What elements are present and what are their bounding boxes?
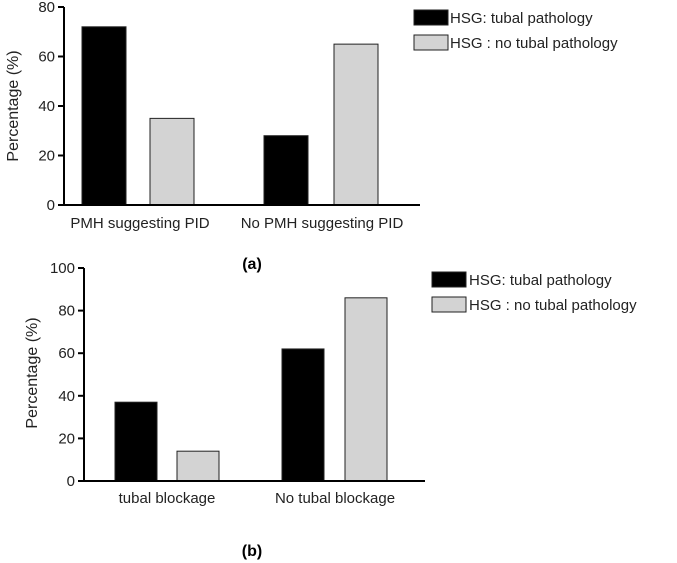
category-label: tubal blockage xyxy=(119,490,216,507)
y-tick-label: 40 xyxy=(38,98,55,115)
y-tick-label: 80 xyxy=(58,303,75,320)
legend-label-series-1: HSG: tubal pathology xyxy=(469,272,612,289)
bars-group xyxy=(81,26,379,206)
bar-series-2-category-1 xyxy=(149,117,195,206)
bar-series-1-category-1 xyxy=(114,401,158,482)
bar-series-2-category-1 xyxy=(176,450,220,482)
y-tick-label: 20 xyxy=(38,148,55,165)
legend-label-series-2: HSG : no tubal pathology xyxy=(469,297,637,314)
y-tick-label: 100 xyxy=(50,260,75,277)
bar-series-1-category-2 xyxy=(281,348,325,482)
bar-series-2-category-2 xyxy=(333,43,379,206)
legend: HSG: tubal pathology HSG : no tubal path… xyxy=(431,271,637,314)
category-label: No tubal blockage xyxy=(275,490,395,507)
legend-swatch-series-2 xyxy=(431,296,467,313)
y-tick-label: 80 xyxy=(38,0,55,16)
legend-swatch-series-2 xyxy=(413,34,449,51)
y-tick-label: 40 xyxy=(58,388,75,405)
bar-series-2-category-2 xyxy=(344,297,388,482)
chart-panel-a: 0 20 40 60 80 Percentage (%) PMH suggesting … xyxy=(5,0,618,273)
panel-label: (b) xyxy=(242,543,262,560)
bar-series-1-category-2 xyxy=(263,135,309,206)
y-axis-ticks: 0 20 40 60 80 100 xyxy=(50,260,84,490)
y-tick-label: 60 xyxy=(38,49,55,66)
y-tick-label: 0 xyxy=(67,473,75,490)
y-axis-ticks: 0 20 40 60 80 xyxy=(38,0,64,214)
legend-label-series-2: HSG : no tubal pathology xyxy=(450,35,618,52)
panel-label: (a) xyxy=(242,256,262,273)
legend-swatch-series-1 xyxy=(413,9,449,26)
chart-panel-b: 0 20 40 60 80 100 Percentage (%) tubal blocka… xyxy=(24,260,637,560)
y-tick-label: 60 xyxy=(58,345,75,362)
category-label: PMH suggesting PID xyxy=(70,215,209,232)
legend: HSG: tubal pathology HSG : no tubal path… xyxy=(413,9,618,52)
y-axis-title: Percentage (%) xyxy=(24,317,41,428)
category-label: No PMH suggesting PID xyxy=(241,215,404,232)
y-axis-title: Percentage (%) xyxy=(5,50,22,161)
y-tick-label: 20 xyxy=(58,430,75,447)
bars-group xyxy=(114,297,388,482)
bar-series-1-category-1 xyxy=(81,26,127,206)
y-tick-label: 0 xyxy=(47,197,55,214)
legend-label-series-1: HSG: tubal pathology xyxy=(450,10,593,27)
legend-swatch-series-1 xyxy=(431,271,467,288)
